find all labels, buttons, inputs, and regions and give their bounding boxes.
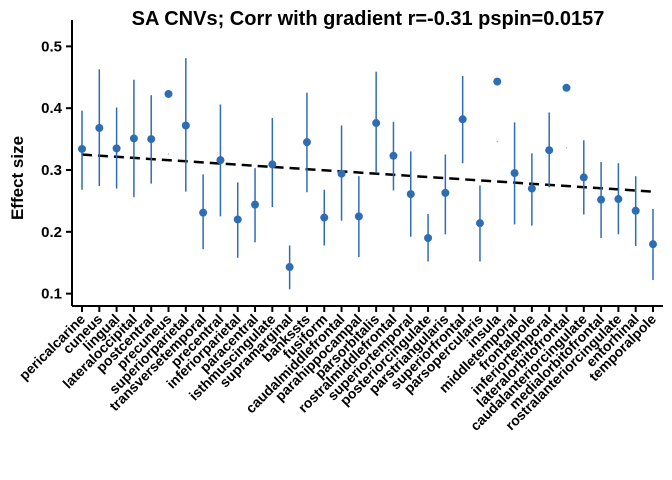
data-point — [95, 123, 104, 132]
data-point — [199, 208, 208, 217]
data-point — [78, 144, 86, 153]
data-point — [614, 195, 623, 204]
data-point — [458, 115, 467, 124]
data-point — [216, 156, 225, 165]
data-point — [337, 169, 346, 178]
chart-title: SA CNVs; Corr with gradient r=-0.31 pspi… — [132, 8, 605, 30]
y-tick-label: 0.5 — [41, 38, 62, 55]
points-layer — [78, 77, 657, 272]
y-tick-label: 0.1 — [41, 286, 62, 303]
data-point — [493, 77, 502, 86]
data-point — [579, 173, 588, 182]
data-point — [545, 146, 554, 155]
error-bar-remnant — [496, 141, 498, 143]
data-point — [527, 184, 536, 193]
data-point — [597, 195, 606, 204]
y-tick-label: 0.2 — [41, 224, 62, 241]
data-point — [233, 215, 242, 224]
data-point — [406, 190, 415, 199]
data-point — [320, 213, 329, 222]
data-point — [649, 240, 657, 249]
trend-line — [81, 153, 654, 193]
data-point — [147, 135, 156, 144]
error-bar-remnant — [565, 147, 568, 149]
data-point — [112, 144, 121, 153]
axes: 0.1 0.2 0.3 0.4 0.5 — [41, 20, 663, 307]
data-point — [631, 206, 640, 215]
y-axis-label: Effect size — [8, 136, 27, 220]
data-point — [372, 119, 381, 128]
data-point — [441, 188, 450, 197]
trend-layer — [81, 153, 654, 193]
data-point — [164, 89, 173, 98]
error-bar-remnant — [167, 153, 170, 155]
x-tick-layer: pericalcarinecuneuslinguallateraloccipit… — [16, 306, 659, 434]
data-point — [562, 83, 571, 92]
data-point — [475, 219, 484, 228]
y-tick-label: 0.4 — [41, 100, 63, 117]
data-point — [268, 160, 277, 169]
data-point — [285, 263, 294, 272]
data-point — [129, 134, 138, 143]
data-point — [302, 138, 311, 147]
data-point — [510, 169, 519, 178]
data-point — [424, 234, 433, 242]
data-point — [354, 212, 363, 221]
data-point — [389, 151, 398, 160]
y-tick-label: 0.3 — [41, 162, 62, 179]
data-point — [251, 200, 260, 209]
data-point — [181, 121, 190, 130]
